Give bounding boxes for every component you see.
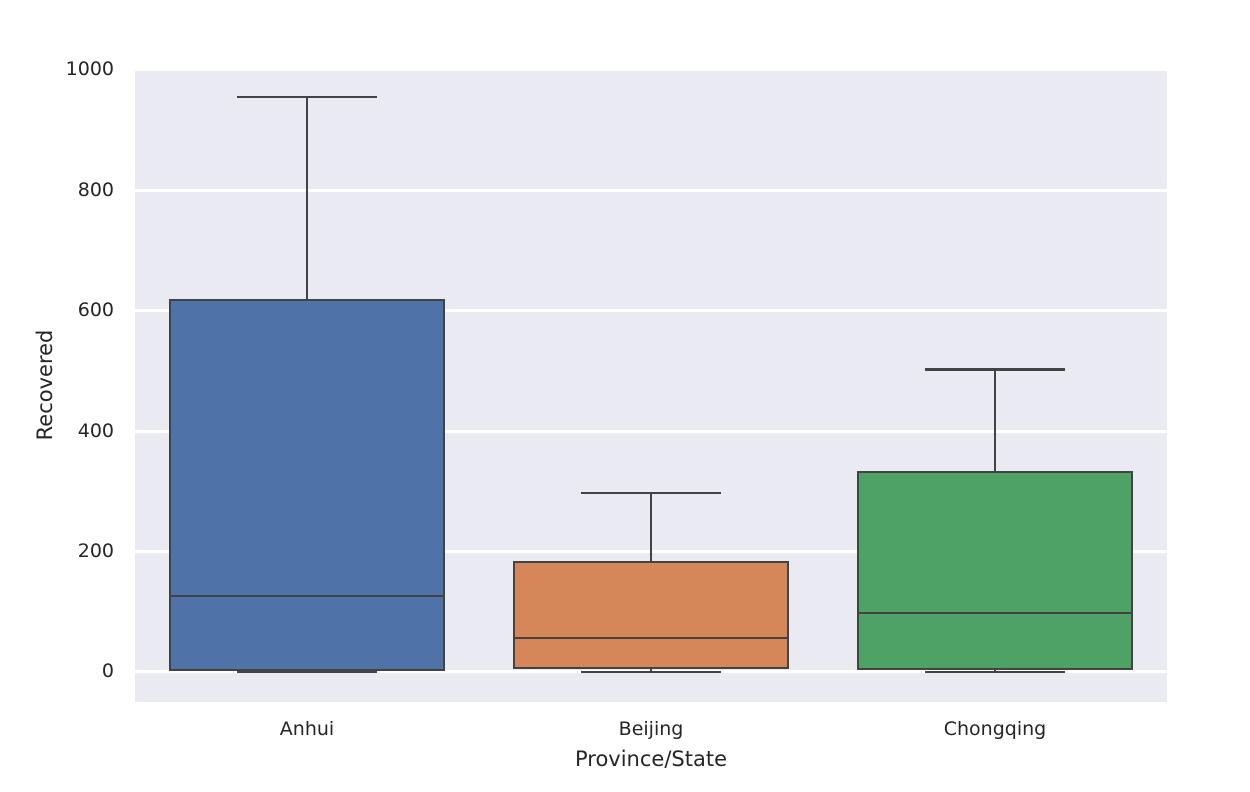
gridline-y-800 <box>135 188 1167 192</box>
whisker-cap-max-chongqing <box>925 368 1065 371</box>
ytick-label-800: 800 <box>77 178 114 201</box>
ytick-label-0: 0 <box>101 660 114 683</box>
ytick-label-400: 400 <box>77 419 114 442</box>
whisker-upper-beijing <box>649 493 653 563</box>
x-axis-label: Province/State <box>574 747 727 771</box>
xtick-label-beijing: Beijing <box>618 718 684 740</box>
whisker-cap-max-anhui <box>237 95 377 99</box>
median-anhui <box>169 594 445 598</box>
xtick-label-anhui: Anhui <box>279 718 335 740</box>
whisker-lower-beijing <box>649 667 653 672</box>
ytick-label-600: 600 <box>77 299 114 322</box>
median-beijing <box>513 636 789 640</box>
gridline-y-1000 <box>135 68 1167 72</box>
box-beijing <box>513 561 789 669</box>
whisker-upper-chongqing <box>993 369 997 472</box>
whisker-cap-max-beijing <box>581 491 721 495</box>
ytick-label-200: 200 <box>77 539 114 562</box>
whisker-cap-min-beijing <box>581 670 721 674</box>
box-chongqing <box>857 470 1133 670</box>
median-chongqing <box>857 611 1133 615</box>
xtick-label-chongqing: Chongqing <box>943 718 1047 740</box>
whisker-cap-min-anhui <box>237 670 377 674</box>
gridline-y-600 <box>135 309 1167 313</box>
whisker-upper-anhui <box>305 96 309 301</box>
whisker-cap-min-chongqing <box>925 670 1065 674</box>
plot-area <box>135 68 1167 702</box>
whisker-lower-chongqing <box>993 668 997 672</box>
box-anhui <box>169 299 445 671</box>
gridline-y-400 <box>135 429 1167 433</box>
ytick-label-1000: 1000 <box>65 58 114 81</box>
